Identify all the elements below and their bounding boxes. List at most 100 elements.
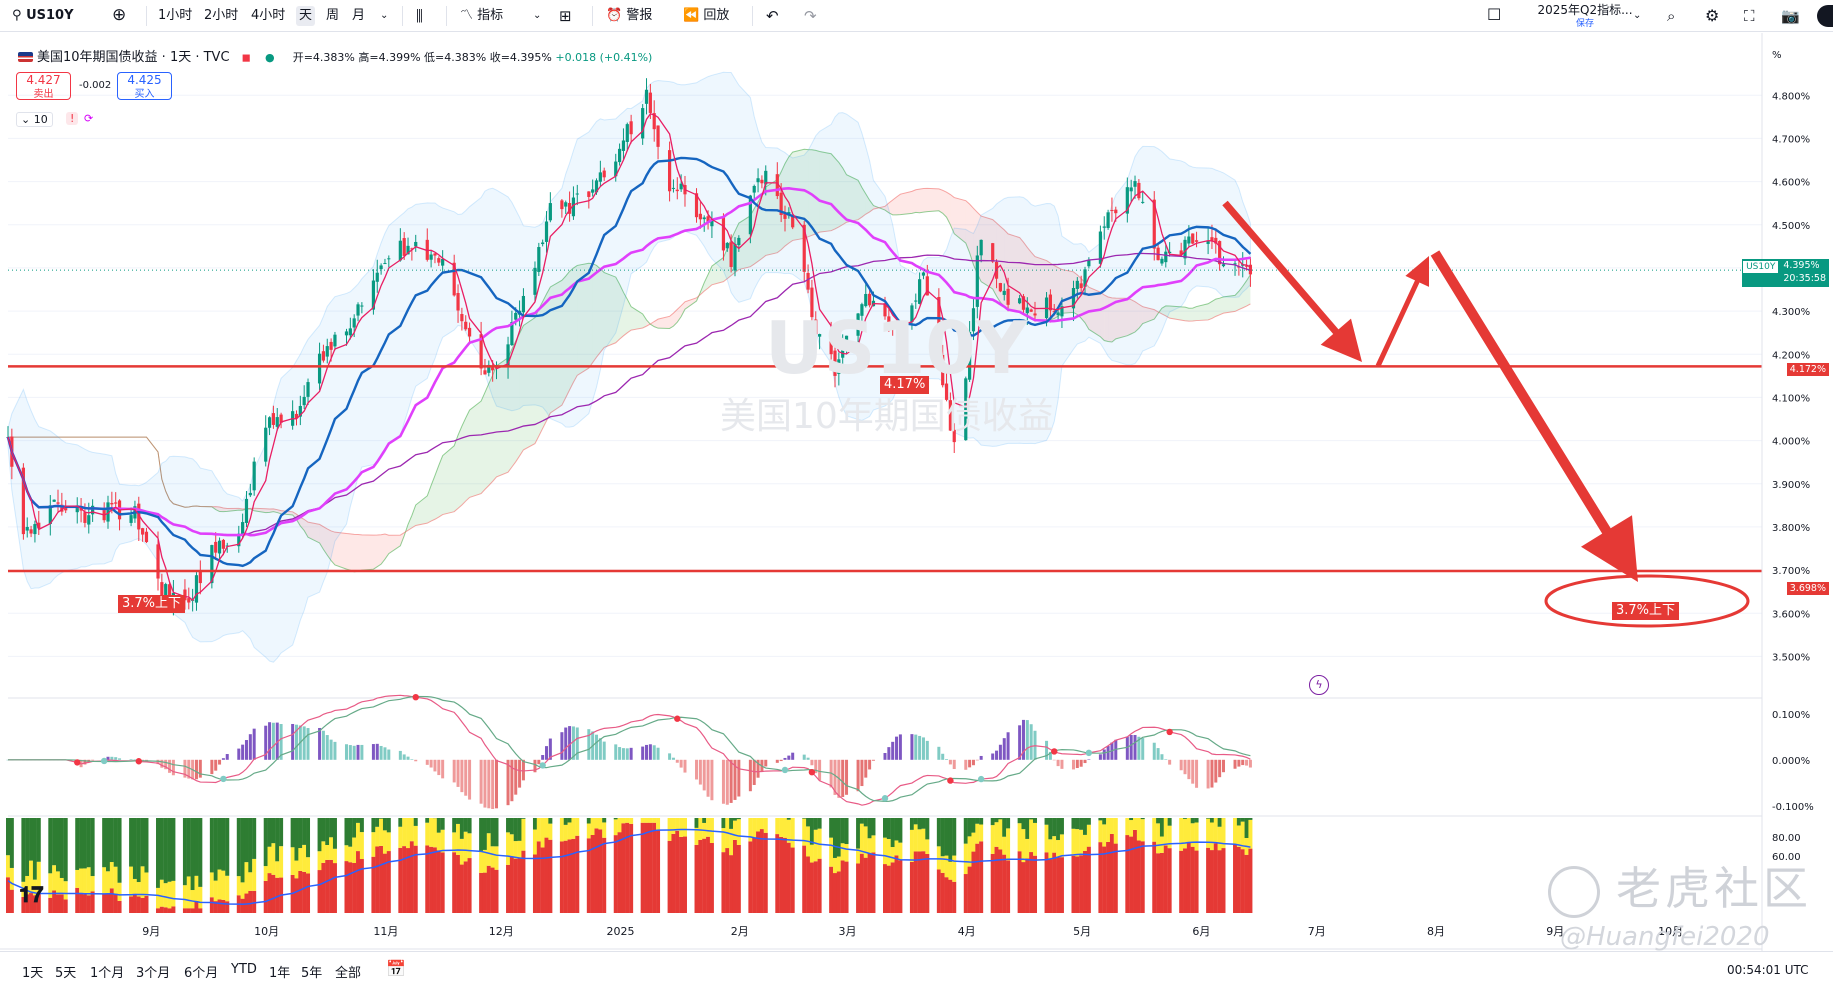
layout-checkbox-icon[interactable]: ☐ [1487, 6, 1501, 26]
indicators-button[interactable]: 〽 指标 [460, 6, 503, 26]
chart-canvas[interactable]: %4.800%4.700%4.600%4.500%4.400%4.300%4.2… [0, 33, 1833, 951]
range-6m[interactable]: 6个月 [184, 962, 218, 981]
calendar-range-icon[interactable]: 📅 [386, 959, 406, 978]
stack-bar-green [6, 818, 10, 855]
interval-4h[interactable]: 4小时 [251, 6, 285, 26]
replay-button[interactable]: ⏪ 回放 [683, 6, 729, 26]
indicator-toggle[interactable]: ⌄ 10 [16, 112, 53, 127]
macd-histogram-bar [1084, 760, 1087, 763]
range-5d[interactable]: 5天 [55, 962, 76, 981]
stack-bar-yellow [10, 868, 14, 890]
candle-type-icon[interactable]: ⫼ [416, 6, 423, 26]
stack-bar-red [6, 877, 10, 913]
compare-add-icon[interactable]: ⊕ [112, 6, 126, 26]
chevron-down-icon[interactable]: ⌄ [1633, 6, 1641, 26]
drawn-arrows[interactable] [1222, 201, 1748, 626]
cross-marker [136, 758, 142, 764]
stack-bar-yellow [775, 818, 779, 834]
range-1d[interactable]: 1天 [22, 962, 43, 981]
macd-histogram-bar [1026, 720, 1029, 760]
warning-icon[interactable]: ! [66, 112, 78, 125]
undo-icon[interactable]: ↶ [766, 6, 779, 26]
time-tick-label: 5月 [1073, 925, 1091, 938]
cross-marker [1051, 748, 1057, 754]
interval-1d[interactable]: 天 [296, 6, 315, 26]
interval-1h[interactable]: 1小时 [158, 6, 192, 26]
quick-search-icon[interactable]: ⌕ [1667, 6, 1675, 26]
stack-bar-yellow [1195, 823, 1199, 851]
chevron-down-icon[interactable]: ⌄ [533, 6, 541, 26]
range-1y[interactable]: 1年 [269, 962, 290, 981]
candle-body [303, 397, 306, 405]
range-3m[interactable]: 3个月 [136, 962, 170, 981]
stack-bar-green [60, 818, 64, 878]
cloud-segment [454, 435, 458, 511]
tradingview-logo-icon[interactable]: 𝟏𝟕 [19, 883, 43, 908]
cloud-segment [897, 194, 901, 215]
lightning-event-icon[interactable]: ϟ [1309, 675, 1329, 695]
macd-histogram-bar [1087, 759, 1090, 760]
camera-icon[interactable]: 📷 [1781, 6, 1800, 26]
candle-body [1110, 210, 1113, 211]
macd-histogram-bar [1053, 760, 1056, 761]
stack-bar-green [991, 818, 995, 825]
stack-bar-red [1125, 835, 1129, 913]
annotation-label[interactable]: 3.7%上下 [1612, 602, 1679, 620]
candle-body [187, 598, 190, 602]
macd-histogram-bar [860, 760, 863, 786]
stack-bar-yellow [210, 872, 214, 897]
stack-bar-green [1160, 818, 1164, 837]
redo-icon[interactable]: ↷ [804, 6, 817, 26]
cloud-segment [362, 535, 374, 570]
macd-histogram-bar [857, 760, 860, 791]
stack-bar-green [1029, 818, 1033, 819]
sync-icon[interactable]: ⟳ [84, 112, 93, 125]
macd-histogram-bar [887, 747, 890, 760]
interval-2h[interactable]: 2小时 [204, 6, 238, 26]
stack-bar-green [398, 818, 402, 827]
macd-histogram-bar [1241, 760, 1244, 765]
range-all[interactable]: 全部 [335, 962, 361, 981]
symbol-label: US10Y [26, 8, 73, 23]
stack-bar-red [810, 863, 814, 913]
stack-bar-red [1168, 848, 1172, 913]
candle-body [599, 172, 602, 181]
range-5y[interactable]: 5年 [301, 962, 322, 981]
annotation-label[interactable]: 4.17% [880, 376, 929, 394]
stack-bar-yellow [106, 871, 110, 893]
stack-bar-red [802, 846, 806, 913]
cloud-segment [354, 534, 358, 572]
range-1m[interactable]: 1个月 [90, 962, 124, 981]
stack-bar-green [225, 818, 229, 876]
interval-1m[interactable]: 月 [352, 6, 365, 26]
stack-bar-green [829, 818, 833, 838]
interval-1w[interactable]: 周 [326, 6, 339, 26]
utc-clock[interactable]: 00:54:01 UTC [1727, 963, 1809, 977]
range-ytd[interactable]: YTD [231, 962, 257, 977]
candle-body [33, 524, 36, 534]
alert-button[interactable]: ⏰ 警报 [606, 6, 652, 26]
stack-bar-yellow [629, 818, 633, 824]
chevron-down-icon[interactable]: ⌄ [380, 6, 388, 26]
stack-bar-green [1006, 818, 1010, 828]
fullscreen-icon[interactable]: ⛶ [1744, 6, 1755, 26]
annotation-label[interactable]: 3.7%上下 [118, 595, 185, 613]
stack-bar-yellow [344, 845, 348, 861]
settings-gear-icon[interactable]: ⚙ [1705, 6, 1719, 26]
stack-bar-green [333, 818, 337, 849]
macd-histogram-bar [130, 759, 133, 760]
templates-grid-icon[interactable]: ⊞ [559, 6, 572, 26]
user-avatar[interactable] [1817, 5, 1833, 27]
stack-bar-green [1206, 818, 1210, 819]
candle-body [537, 247, 540, 272]
stack-bar-green [321, 818, 325, 841]
candle-body [383, 263, 386, 264]
symbol-search[interactable]: ⚲ US10Y [12, 6, 74, 26]
cloud-segment [431, 476, 435, 522]
stack-bar-green [845, 818, 849, 844]
time-tick-label: 7月 [1308, 925, 1326, 938]
stack-bar-red [1210, 850, 1214, 913]
stack-bar-red [387, 851, 391, 913]
